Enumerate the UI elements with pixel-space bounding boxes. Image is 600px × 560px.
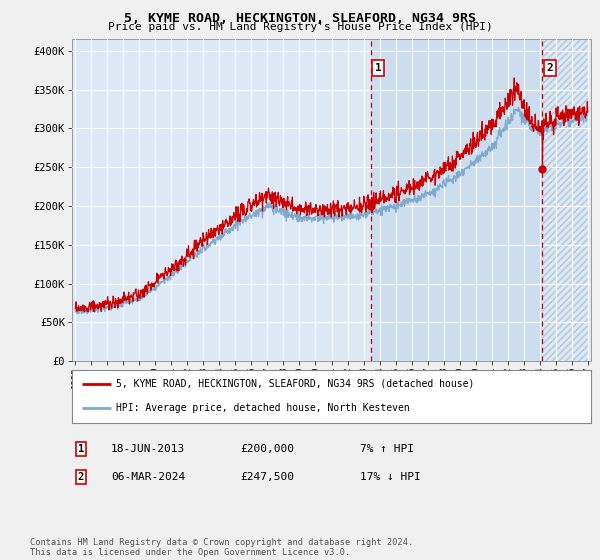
Text: 18-JUN-2013: 18-JUN-2013 xyxy=(111,444,185,454)
Text: HPI: Average price, detached house, North Kesteven: HPI: Average price, detached house, Nort… xyxy=(116,403,410,413)
Text: £200,000: £200,000 xyxy=(240,444,294,454)
Text: Price paid vs. HM Land Registry's House Price Index (HPI): Price paid vs. HM Land Registry's House … xyxy=(107,22,493,32)
Text: 2: 2 xyxy=(547,63,553,73)
Text: 2: 2 xyxy=(78,472,84,482)
Text: 5, KYME ROAD, HECKINGTON, SLEAFORD, NG34 9RS: 5, KYME ROAD, HECKINGTON, SLEAFORD, NG34… xyxy=(124,12,476,25)
Text: 1: 1 xyxy=(78,444,84,454)
Text: 06-MAR-2024: 06-MAR-2024 xyxy=(111,472,185,482)
Text: £247,500: £247,500 xyxy=(240,472,294,482)
Text: 5, KYME ROAD, HECKINGTON, SLEAFORD, NG34 9RS (detached house): 5, KYME ROAD, HECKINGTON, SLEAFORD, NG34… xyxy=(116,379,475,389)
Text: 1: 1 xyxy=(375,63,382,73)
Text: 7% ↑ HPI: 7% ↑ HPI xyxy=(360,444,414,454)
Bar xyxy=(371,39,542,361)
Text: Contains HM Land Registry data © Crown copyright and database right 2024.
This d: Contains HM Land Registry data © Crown c… xyxy=(30,538,413,557)
Text: 17% ↓ HPI: 17% ↓ HPI xyxy=(360,472,421,482)
Bar xyxy=(542,39,591,361)
